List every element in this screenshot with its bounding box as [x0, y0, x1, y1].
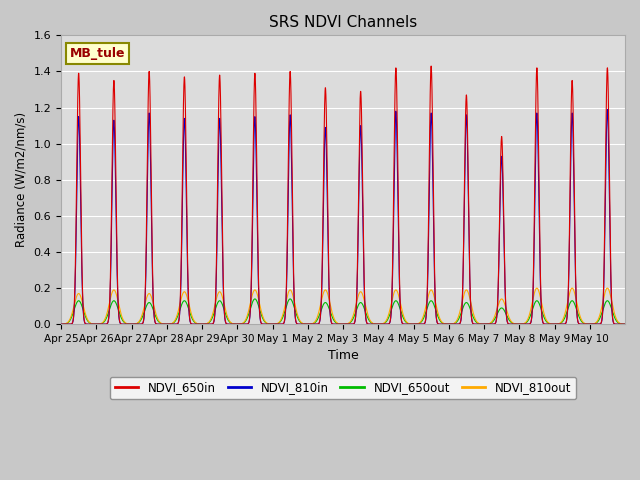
Text: MB_tule: MB_tule [70, 47, 125, 60]
Y-axis label: Radiance (W/m2/nm/s): Radiance (W/m2/nm/s) [15, 112, 28, 247]
Legend: NDVI_650in, NDVI_810in, NDVI_650out, NDVI_810out: NDVI_650in, NDVI_810in, NDVI_650out, NDV… [110, 377, 576, 399]
X-axis label: Time: Time [328, 349, 358, 362]
Title: SRS NDVI Channels: SRS NDVI Channels [269, 15, 417, 30]
